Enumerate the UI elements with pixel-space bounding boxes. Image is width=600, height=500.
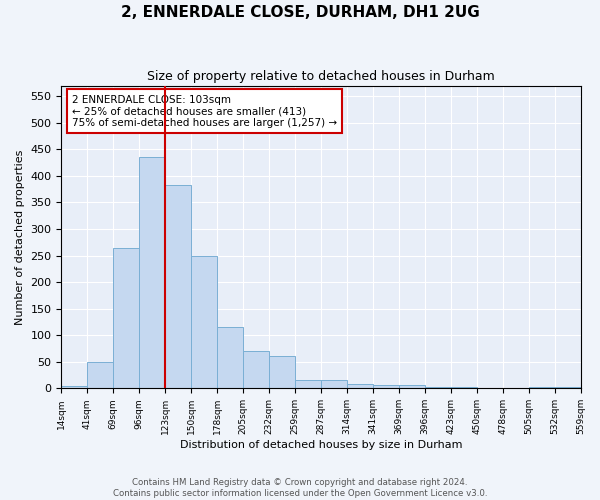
Bar bbox=[269, 356, 295, 388]
Bar bbox=[113, 248, 139, 388]
Bar bbox=[191, 256, 217, 388]
Bar bbox=[139, 158, 165, 388]
Bar bbox=[217, 328, 243, 388]
Bar bbox=[88, 362, 113, 388]
Text: Contains HM Land Registry data © Crown copyright and database right 2024.
Contai: Contains HM Land Registry data © Crown c… bbox=[113, 478, 487, 498]
Text: 2 ENNERDALE CLOSE: 103sqm
← 25% of detached houses are smaller (413)
75% of semi: 2 ENNERDALE CLOSE: 103sqm ← 25% of detac… bbox=[72, 94, 337, 128]
Bar bbox=[321, 380, 347, 388]
Bar bbox=[373, 385, 399, 388]
Bar bbox=[347, 384, 373, 388]
Bar bbox=[165, 185, 191, 388]
Bar bbox=[451, 387, 476, 388]
Bar bbox=[243, 351, 269, 389]
Bar bbox=[295, 380, 321, 388]
Bar bbox=[61, 386, 88, 388]
Y-axis label: Number of detached properties: Number of detached properties bbox=[15, 150, 25, 324]
Title: Size of property relative to detached houses in Durham: Size of property relative to detached ho… bbox=[147, 70, 495, 83]
Bar bbox=[529, 387, 554, 388]
X-axis label: Distribution of detached houses by size in Durham: Distribution of detached houses by size … bbox=[180, 440, 462, 450]
Text: 2, ENNERDALE CLOSE, DURHAM, DH1 2UG: 2, ENNERDALE CLOSE, DURHAM, DH1 2UG bbox=[121, 5, 479, 20]
Bar bbox=[399, 385, 425, 388]
